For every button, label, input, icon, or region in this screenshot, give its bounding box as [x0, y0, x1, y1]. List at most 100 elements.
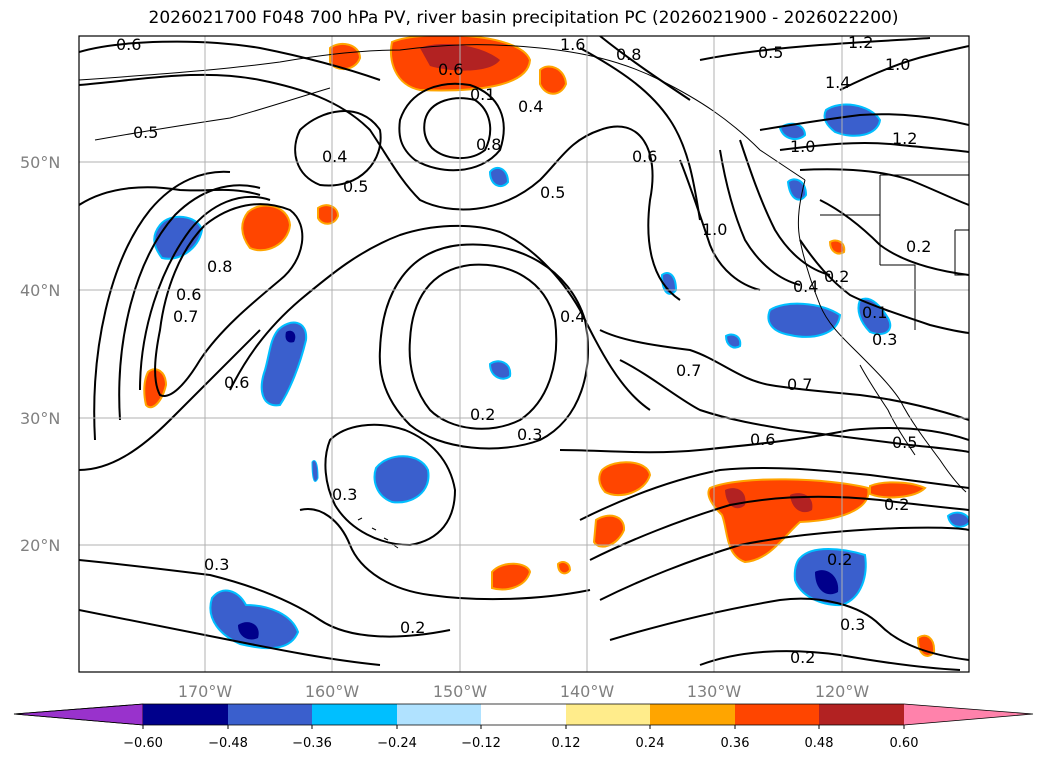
precip-blob — [285, 330, 296, 343]
precip-blob — [317, 204, 340, 225]
lat-label: 40°N — [20, 281, 60, 300]
pv-contour — [799, 239, 969, 334]
pv-contour — [579, 47, 701, 221]
precip-blob — [946, 511, 969, 528]
precip-blob — [488, 360, 512, 380]
pv-contour — [139, 195, 271, 391]
pv-contour — [408, 263, 558, 430]
pv-contour — [79, 186, 261, 206]
pv-contour — [739, 139, 831, 276]
contour-label: 0.3 — [517, 425, 542, 444]
colorbar-tick-label: 0.60 — [890, 736, 919, 751]
map-frame — [78, 35, 970, 673]
state-borders — [820, 174, 969, 330]
pv-contour — [719, 149, 801, 286]
pv-contour — [154, 203, 304, 397]
colorbar-tick-label: −0.36 — [292, 736, 332, 751]
lon-label: 140°W — [560, 682, 615, 701]
contour-label: 1.2 — [848, 33, 873, 52]
pv-contour — [699, 650, 961, 671]
colorbar: −0.60 −0.48 −0.36 −0.24 −0.12 0.12 0.24 … — [13, 703, 1034, 751]
pv-contour — [609, 597, 969, 661]
contour-label: 1.4 — [825, 73, 850, 92]
contour-label: 0.3 — [872, 330, 897, 349]
contour-label: 0.6 — [176, 285, 201, 304]
coastline-baja — [859, 364, 916, 456]
pv-contour — [579, 466, 969, 521]
lon-axis: 170°W 160°W 150°W 140°W 130°W 120°W — [178, 682, 870, 701]
hawaii-islands — [357, 517, 399, 549]
lon-label: 150°W — [433, 682, 488, 701]
lon-label: 160°W — [305, 682, 360, 701]
coastline-alaska — [79, 44, 806, 181]
contour-label: 0.4 — [793, 277, 818, 296]
contour-label: 1.0 — [790, 137, 815, 156]
pv-contour — [599, 526, 969, 601]
colorbar-tick-label: 0.24 — [636, 736, 665, 751]
precip-blob — [311, 460, 319, 482]
contour-label: 0.3 — [204, 555, 229, 574]
contour-label: 1.6 — [560, 35, 585, 54]
contour-label: 0.1 — [470, 85, 495, 104]
precip-blob — [556, 561, 572, 575]
precip-blob — [209, 589, 300, 650]
contour-label: 0.3 — [840, 615, 865, 634]
contour-label: 0.5 — [892, 433, 917, 452]
colorbar-segment — [819, 704, 904, 725]
contour-label: 0.8 — [616, 45, 641, 64]
map-title: 2026021700 F048 700 hPa PV, river basin … — [148, 8, 899, 28]
contour-label: 0.6 — [750, 430, 775, 449]
pv-contour — [559, 427, 969, 454]
contour-label: 0.3 — [332, 485, 357, 504]
colorbar-segment — [481, 704, 566, 725]
colorbar-segment — [143, 704, 228, 725]
contour-label: 1.2 — [892, 129, 917, 148]
graticule — [79, 36, 969, 672]
lat-label: 30°N — [20, 409, 60, 428]
contour-label: 0.4 — [518, 97, 543, 116]
pv-contours — [79, 36, 969, 671]
precip-blob — [724, 333, 742, 349]
contour-label: 0.8 — [476, 135, 501, 154]
precip-blob — [241, 204, 292, 252]
precip-blob — [707, 478, 870, 564]
contour-label: 0.8 — [207, 257, 232, 276]
colorbar-segment — [904, 704, 1033, 725]
precip-blob — [143, 368, 168, 409]
contour-label: 0.2 — [827, 550, 852, 569]
contour-label: 0.2 — [824, 267, 849, 286]
pv-contour — [839, 45, 969, 91]
colorbar-tick-label: −0.24 — [377, 736, 417, 751]
pv-contour — [229, 224, 651, 411]
precip-blob — [823, 103, 882, 137]
contour-label: 0.2 — [906, 237, 931, 256]
contour-label: 0.5 — [343, 177, 368, 196]
pv-contour — [294, 110, 382, 187]
contour-label: 0.5 — [133, 123, 158, 142]
pv-contour — [299, 508, 591, 601]
lat-axis: 50°N 40°N 30°N 20°N — [20, 153, 60, 555]
pv-contour — [589, 495, 969, 561]
precip-blob — [488, 166, 510, 188]
contour-label: 0.6 — [224, 373, 249, 392]
precip-blob — [916, 634, 936, 657]
colorbar-segment — [312, 704, 397, 725]
colorbar-tick-label: 0.36 — [721, 736, 750, 751]
pv-contour — [79, 73, 681, 301]
colorbar-tick-label: 0.48 — [805, 736, 834, 751]
precip-blob — [260, 321, 308, 407]
contour-label: 0.4 — [322, 147, 347, 166]
precip-blob — [539, 65, 568, 95]
pv-contour — [93, 170, 231, 441]
contour-label: 0.5 — [758, 43, 783, 62]
pv-contour — [79, 329, 261, 471]
colorbar-segment — [650, 704, 735, 725]
precip-blob — [857, 297, 892, 336]
colorbar-tick-label: −0.12 — [461, 736, 501, 751]
pv-contour — [79, 559, 451, 638]
lat-label: 20°N — [20, 536, 60, 555]
contour-label: 1.0 — [885, 55, 910, 74]
contour-label: 0.7 — [676, 361, 701, 380]
contour-label: 0.5 — [540, 183, 565, 202]
